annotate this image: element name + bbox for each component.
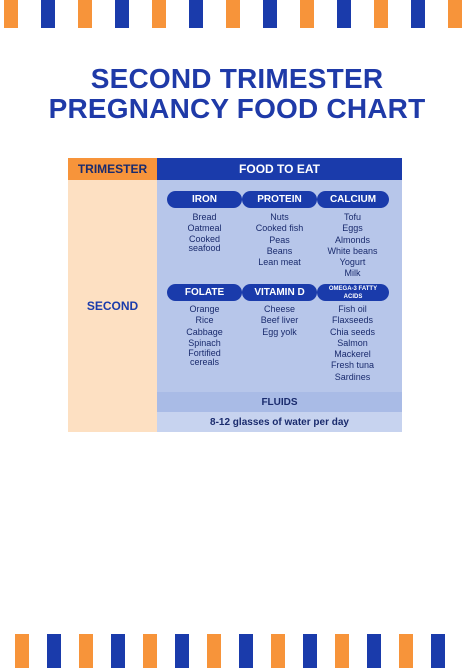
stripe [15, 634, 29, 668]
stripe [399, 634, 413, 668]
list-item: Eggs [342, 223, 363, 234]
header-trimester: TRIMESTER [68, 158, 157, 180]
stripe [111, 634, 125, 668]
title-line-2: PREGNANCY FOOD CHART [48, 93, 426, 124]
group-pill-iron: IRON [167, 191, 242, 208]
title-line-1: SECOND TRIMESTER [90, 63, 384, 94]
list-item: Lean meat [258, 257, 301, 268]
list-item: Beans [266, 245, 293, 256]
list-item: Peas [269, 234, 290, 245]
stripe [152, 0, 166, 28]
page-title: SECOND TRIMESTER PREGNANCY FOOD CHART [0, 64, 474, 124]
header-food-to-eat: FOOD TO EAT [157, 158, 402, 180]
list-item: Milk [344, 268, 361, 279]
group-pill-omega-3: OMEGA-3 FATTY ACIDS [317, 284, 389, 301]
stripe [47, 634, 61, 668]
list-item: Cabbage [186, 326, 223, 337]
stripe [271, 634, 285, 668]
list-item: Rice [195, 315, 214, 326]
list-item: Spinach [188, 337, 221, 348]
group-pill-calcium: CALCIUM [317, 191, 389, 208]
food-groups-area: IRON Bread Oatmeal Cooked seafood PROTEI… [157, 180, 402, 392]
stripe [189, 0, 203, 28]
stripe [115, 0, 129, 28]
stripe [175, 634, 189, 668]
stripe [431, 634, 445, 668]
stripe [303, 634, 317, 668]
group-pill-folate: FOLATE [167, 284, 242, 301]
list-item: Yogurt [339, 257, 366, 268]
list-item: Cooked seafood [188, 233, 221, 253]
list-item: White beans [327, 245, 378, 256]
list-item: Salmon [337, 337, 368, 348]
list-item: Beef liver [260, 315, 299, 326]
stripe [78, 0, 92, 28]
list-item: Fortified cereals [188, 348, 221, 368]
list-item: Chia seeds [329, 326, 376, 337]
group-list-folate: Orange Rice Cabbage Spinach Fortified ce… [167, 304, 242, 367]
stripe [411, 0, 425, 28]
trimester-cell: SECOND [68, 180, 157, 432]
list-item: Mackerel [334, 349, 371, 360]
list-item: Flaxseeds [331, 315, 374, 326]
list-item: Cheese [263, 304, 296, 314]
stripe [4, 0, 18, 28]
group-list-vitamin-d: Cheese Beef liver Egg yolk [242, 304, 317, 338]
stripe [143, 634, 157, 668]
list-item: Oatmeal [187, 223, 222, 234]
stripe [226, 0, 240, 28]
list-item: Cooked fish [255, 223, 304, 234]
fluids-value: 8-12 glasses of water per day [157, 412, 402, 432]
top-stripe-border [0, 0, 474, 28]
list-item: Tofu [343, 212, 361, 222]
list-item: Sardines [334, 371, 371, 382]
stripe [337, 0, 351, 28]
group-list-protein: Nuts Cooked fish Peas Beans Lean meat [242, 212, 317, 268]
fluids-header: FLUIDS [157, 392, 402, 412]
bottom-stripe-border [0, 634, 474, 668]
list-item: Nuts [270, 212, 289, 222]
list-item: Almonds [334, 234, 370, 245]
stripe [239, 634, 253, 668]
group-pill-vitamin-d: VITAMIN D [242, 284, 317, 301]
list-item: Egg yolk [262, 326, 297, 337]
list-item: Bread [192, 212, 217, 222]
group-list-iron: Bread Oatmeal Cooked seafood [167, 212, 242, 253]
list-item: Orange [189, 304, 220, 314]
list-item: Fresh tuna [330, 360, 375, 371]
stripe [448, 0, 462, 28]
stripe [79, 634, 93, 668]
stripe [367, 634, 381, 668]
stripe [263, 0, 277, 28]
stripe [207, 634, 221, 668]
food-chart-table: TRIMESTER FOOD TO EAT SECOND IRON Bread … [68, 158, 402, 432]
list-item: Fish oil [338, 304, 367, 314]
group-pill-protein: PROTEIN [242, 191, 317, 208]
stripe [335, 634, 349, 668]
stripe [300, 0, 314, 28]
stripe [374, 0, 388, 28]
group-list-calcium: Tofu Eggs Almonds White beans Yogurt Mil… [315, 212, 390, 280]
group-list-omega-3: Fish oil Flaxseeds Chia seeds Salmon Mac… [315, 304, 390, 383]
stripe [41, 0, 55, 28]
